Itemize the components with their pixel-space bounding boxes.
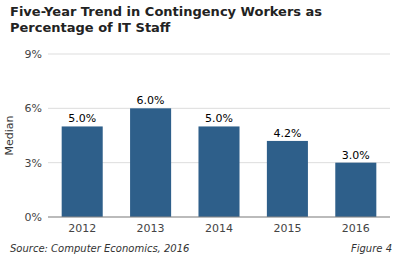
bar [62,126,103,217]
title: Five-Year Trend in Contingency Workers a… [10,4,322,35]
data-label: 6.0% [137,94,165,107]
x-axis: 2012 2013 2014 2015 2016 [48,217,390,235]
bar [267,141,308,217]
y-tick-label: 0% [25,211,42,224]
bars [62,108,377,217]
data-label: 5.0% [68,112,96,125]
x-tick-label: 2012 [68,222,96,235]
bar [335,163,376,217]
grid [48,54,390,217]
grid-line [48,108,390,109]
bar [130,108,171,217]
grid-line [48,54,390,55]
data-labels: 5.0% 6.0% 5.0% 4.2% 3.0% [68,94,370,161]
x-tick-label: 2016 [342,222,370,235]
x-tick-label: 2015 [273,222,301,235]
title-line: Five-Year Trend in Contingency Workers a… [10,4,322,19]
grid-line [48,217,390,218]
y-tick-label: 6% [25,102,42,115]
data-label: 4.2% [273,127,301,140]
y-tick-label: 3% [25,157,42,170]
chart: Five-Year Trend in Contingency Workers a… [0,0,400,259]
x-tick-label: 2013 [137,222,165,235]
x-tick-label: 2014 [205,222,233,235]
annotation: Figure 4 [351,243,392,254]
x-axis-line [48,217,390,218]
y-axis-label: Median [3,115,16,155]
bar [198,126,239,217]
data-label: 5.0% [205,112,233,125]
annotation: Source: Computer Economics, 2016 [10,243,189,254]
title-line: Percentage of IT Staff [10,20,171,35]
y-tick-label: 9% [25,48,42,61]
data-label: 3.0% [342,149,370,162]
